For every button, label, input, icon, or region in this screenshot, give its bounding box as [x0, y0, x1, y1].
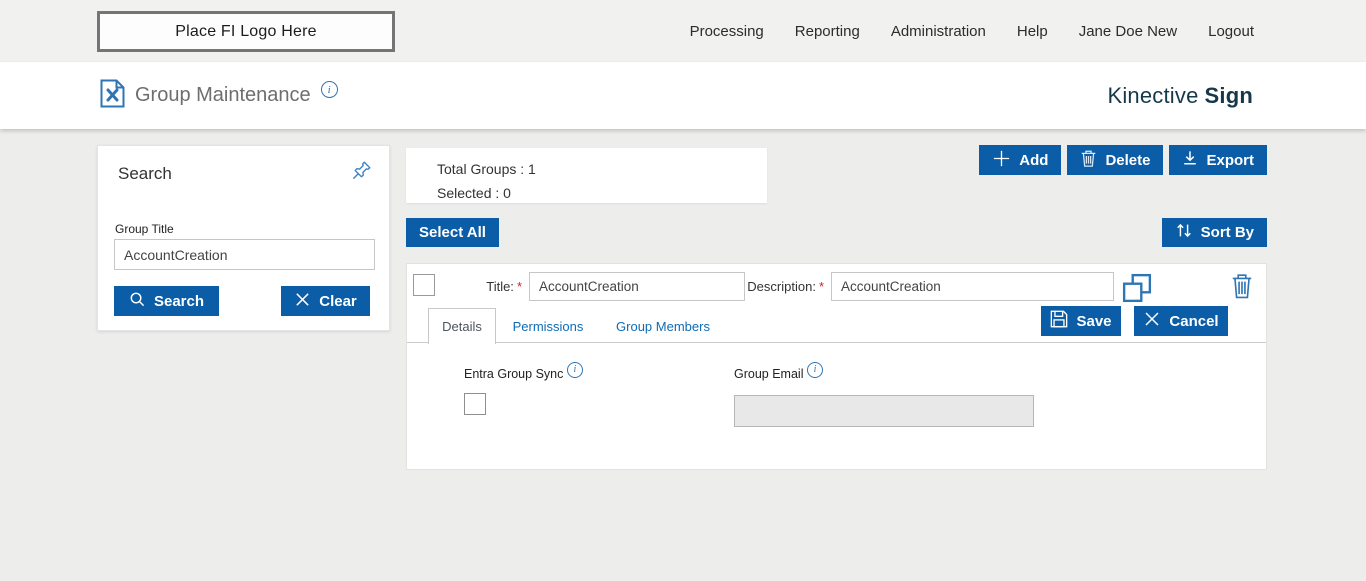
floppy-disk-icon [1050, 310, 1068, 332]
group-title-input[interactable] [114, 239, 375, 270]
sort-by-label: Sort By [1200, 224, 1254, 241]
description-field-label: Description: * [747, 279, 824, 294]
document-tools-icon [100, 79, 125, 113]
delete-button[interactable]: Delete [1067, 145, 1164, 175]
select-all-button[interactable]: Select All [406, 218, 499, 247]
clear-button[interactable]: Clear [281, 286, 370, 316]
nav-item-logout[interactable]: Logout [1208, 22, 1254, 40]
clear-button-label: Clear [319, 292, 357, 310]
page-title-info-icon[interactable]: i [320, 81, 338, 98]
export-button[interactable]: Export [1169, 145, 1267, 175]
nav-item-processing[interactable]: Processing [689, 22, 764, 40]
editor-tabstrip: Details Permissions Group Members [407, 308, 1266, 344]
save-button-label: Save [1076, 312, 1112, 330]
total-groups-value: 1 [528, 161, 536, 177]
tab-group-members-label: Group Members [616, 318, 710, 334]
save-button[interactable]: Save [1041, 306, 1121, 336]
x-icon [294, 291, 311, 312]
magnifier-icon [129, 291, 146, 312]
pushpin-icon[interactable] [351, 159, 373, 186]
group-email-input [734, 395, 1034, 427]
total-groups-line: Total Groups : 1 [437, 157, 767, 181]
product-brand: Kinective Sign [1107, 62, 1253, 129]
selected-value: 0 [503, 185, 511, 201]
entra-group-sync-checkbox[interactable] [464, 393, 486, 415]
total-groups-label: Total Groups : [437, 161, 525, 177]
tab-permissions-label: Permissions [512, 318, 584, 334]
add-button[interactable]: Add [979, 145, 1062, 175]
search-panel-title: Search [118, 164, 172, 183]
copy-icon[interactable] [1122, 273, 1152, 308]
add-button-label: Add [1019, 151, 1049, 169]
tab-group-members[interactable]: Group Members [604, 308, 722, 344]
tab-permissions[interactable]: Permissions [502, 308, 594, 344]
sort-arrows-icon [1175, 222, 1193, 243]
entra-group-sync-info-icon[interactable]: i [566, 361, 583, 378]
group-editor-row: Title:* Description:* Details Permission… [406, 263, 1267, 470]
selected-label: Selected : [437, 185, 500, 201]
sort-by-button[interactable]: Sort By [1161, 218, 1267, 247]
group-row-checkbox[interactable] [413, 274, 435, 296]
page-header: Group Maintenance i Kinective Sign [0, 62, 1366, 129]
groups-summary: Total Groups : 1 Selected : 0 [406, 148, 767, 203]
selected-line: Selected : 0 [437, 181, 767, 205]
delete-button-label: Delete [1105, 151, 1151, 169]
description-input[interactable] [831, 272, 1114, 301]
plus-icon [992, 149, 1011, 172]
nav-item-administration[interactable]: Administration [890, 22, 986, 40]
row-trash-icon[interactable] [1231, 273, 1253, 304]
list-actions: Add Delete Export [979, 145, 1267, 175]
brand-name: Kinective [1107, 82, 1199, 108]
top-bar: Place FI Logo Here Processing Reporting … [0, 0, 1366, 62]
search-panel: Search Group Title Search Clear [97, 145, 390, 331]
group-title-label: Group Title [115, 222, 174, 236]
trash-icon [1080, 149, 1097, 172]
title-input[interactable] [529, 272, 745, 301]
export-button-label: Export [1206, 151, 1254, 169]
select-all-label: Select All [419, 224, 486, 241]
search-button[interactable]: Search [114, 286, 219, 316]
fi-logo-placeholder: Place FI Logo Here [97, 11, 395, 52]
tab-details[interactable]: Details [428, 308, 496, 344]
fi-logo-text: Place FI Logo Here [175, 22, 317, 40]
nav-item-help[interactable]: Help [1016, 22, 1048, 40]
page-title: Group Maintenance [135, 84, 311, 106]
description-required-marker: * [818, 279, 824, 294]
nav-item-reporting[interactable]: Reporting [794, 22, 860, 40]
search-button-label: Search [153, 292, 205, 310]
cancel-button[interactable]: Cancel [1134, 306, 1228, 336]
nav-item-user-name[interactable]: Jane Doe New [1078, 22, 1178, 40]
group-email-info-icon[interactable]: i [806, 361, 823, 378]
cancel-button-label: Cancel [1169, 312, 1219, 330]
brand-product: Sign [1204, 82, 1253, 108]
top-nav: Processing Reporting Administration Help… [690, 0, 1254, 62]
x-icon [1143, 310, 1161, 332]
title-field-label: Title: * [486, 279, 522, 294]
entra-group-sync-label: Entra Group Sync i [464, 361, 583, 384]
title-required-marker: * [516, 279, 522, 294]
tab-details-label: Details [442, 319, 482, 334]
group-email-label: Group Email i [734, 361, 823, 384]
download-icon [1182, 150, 1198, 170]
